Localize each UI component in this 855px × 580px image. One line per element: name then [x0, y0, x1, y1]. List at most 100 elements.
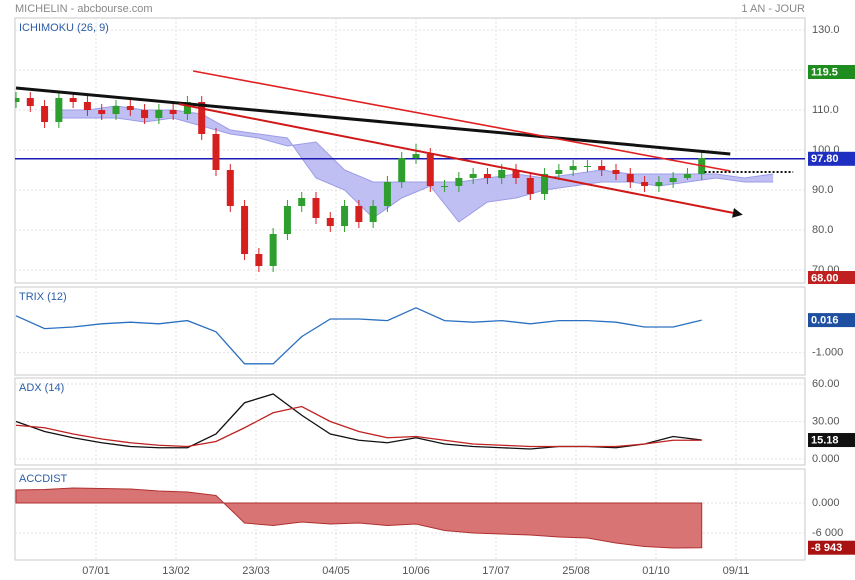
value-badge: -8 943: [808, 540, 855, 555]
y-tick-label: -6 000: [812, 527, 843, 539]
badge-label: -8 943: [811, 542, 842, 554]
badge-label: 97.80: [811, 153, 839, 165]
accdist-area: [15, 487, 703, 549]
x-tick-label: 17/07: [482, 565, 510, 577]
y-tick-label: -1.000: [812, 347, 843, 359]
candle-body: [126, 106, 134, 110]
candle-body: [241, 206, 249, 254]
candle-body: [83, 102, 91, 110]
candle-body: [326, 218, 334, 226]
x-tick-label: 09/11: [723, 565, 750, 577]
page-title: MICHELIN - abcbourse.com: [15, 3, 153, 15]
panel-frame: [14, 377, 806, 466]
candle-body: [169, 110, 177, 114]
panel-frame: [14, 286, 806, 376]
candle-body: [341, 206, 349, 226]
y-tick-label: 130.0: [812, 24, 840, 36]
candle-body: [298, 198, 306, 206]
span-a: [58, 105, 774, 223]
candle-body: [669, 178, 677, 182]
y-tick-label: 30.00: [812, 415, 840, 427]
candle-body: [198, 102, 206, 134]
badge-box: [808, 151, 855, 166]
x-tick-label: 25/08: [562, 565, 590, 577]
candle-body: [469, 174, 477, 178]
span-b: [58, 117, 774, 183]
panel-title: ACCDIST: [19, 473, 68, 485]
panel-frame: [14, 17, 806, 284]
panel-plot: [15, 469, 805, 560]
candle-body: [212, 134, 220, 170]
candle-body: [26, 98, 34, 106]
candle-body: [15, 98, 20, 102]
candle-body: [541, 174, 549, 194]
y-tick-label: 80.0: [812, 224, 833, 236]
candle-body: [512, 170, 520, 178]
badge-box: [808, 65, 855, 79]
badge-label: 68.00: [811, 272, 839, 284]
badge-box: [808, 313, 855, 328]
candle-body: [255, 254, 263, 266]
candle-body: [183, 102, 191, 114]
candle-body: [369, 206, 377, 222]
indicator-line: [15, 405, 702, 448]
y-tick-label: 0.000: [812, 497, 840, 509]
x-tick-label: 07/01: [82, 565, 110, 577]
candle-body: [355, 206, 363, 222]
badge-box: [808, 271, 855, 284]
value-badge: 119.5: [808, 65, 855, 79]
candle-body: [612, 170, 620, 174]
panel-plot: [15, 18, 805, 283]
x-tick-label: 13/02: [162, 565, 190, 577]
value-badge: 68.00: [808, 271, 855, 284]
badge-label: 0.016: [811, 314, 839, 326]
candle-body: [426, 154, 434, 186]
candle-body: [412, 154, 420, 158]
candle-body: [283, 206, 291, 234]
badge-label: 119.5: [811, 66, 838, 78]
candle-body: [141, 110, 149, 118]
candle-body: [155, 110, 163, 118]
candle-body: [269, 234, 277, 266]
y-tick-label: 0.000: [812, 453, 840, 465]
y-tick-label: 60.00: [812, 378, 840, 390]
y-tick-label: 90.0: [812, 184, 833, 196]
indicator-line: [15, 307, 702, 365]
candle-body: [98, 110, 106, 114]
candle-body: [569, 166, 577, 170]
candle-body: [312, 198, 320, 218]
value-badge: 0.016: [808, 313, 855, 328]
candle-body: [226, 170, 234, 206]
badge-box: [808, 433, 855, 448]
badge-box: [808, 540, 855, 555]
x-tick-label: 23/03: [242, 565, 270, 577]
trend-line: [15, 86, 731, 156]
candle-body: [555, 170, 563, 174]
candle-body: [498, 170, 506, 178]
x-tick-label: 01/10: [642, 565, 670, 577]
x-tick-label: 10/06: [402, 565, 430, 577]
candle-body: [483, 174, 491, 178]
period: 1 AN - JOUR: [741, 3, 805, 15]
panel-title: ADX (14): [19, 382, 64, 394]
candle-body: [112, 106, 120, 114]
candle-body: [626, 174, 634, 182]
candle-body: [55, 98, 63, 122]
badge-label: 15.18: [811, 434, 839, 446]
panel-title: ICHIMOKU (26, 9): [19, 22, 109, 34]
value-badge: 97.80: [808, 151, 855, 166]
candle-body: [69, 98, 77, 102]
candle-body: [683, 174, 691, 178]
panel-plot: [15, 378, 805, 465]
candle-body: [441, 186, 449, 187]
candle-body: [583, 166, 591, 167]
candle-body: [455, 178, 463, 186]
candle-body: [398, 158, 406, 182]
panel-plot: [15, 287, 805, 375]
candle-body: [41, 106, 49, 122]
candle-body: [526, 178, 534, 194]
trend-line: [178, 103, 743, 218]
trend-line: [192, 70, 731, 172]
panel-title: TRIX (12): [19, 291, 67, 303]
